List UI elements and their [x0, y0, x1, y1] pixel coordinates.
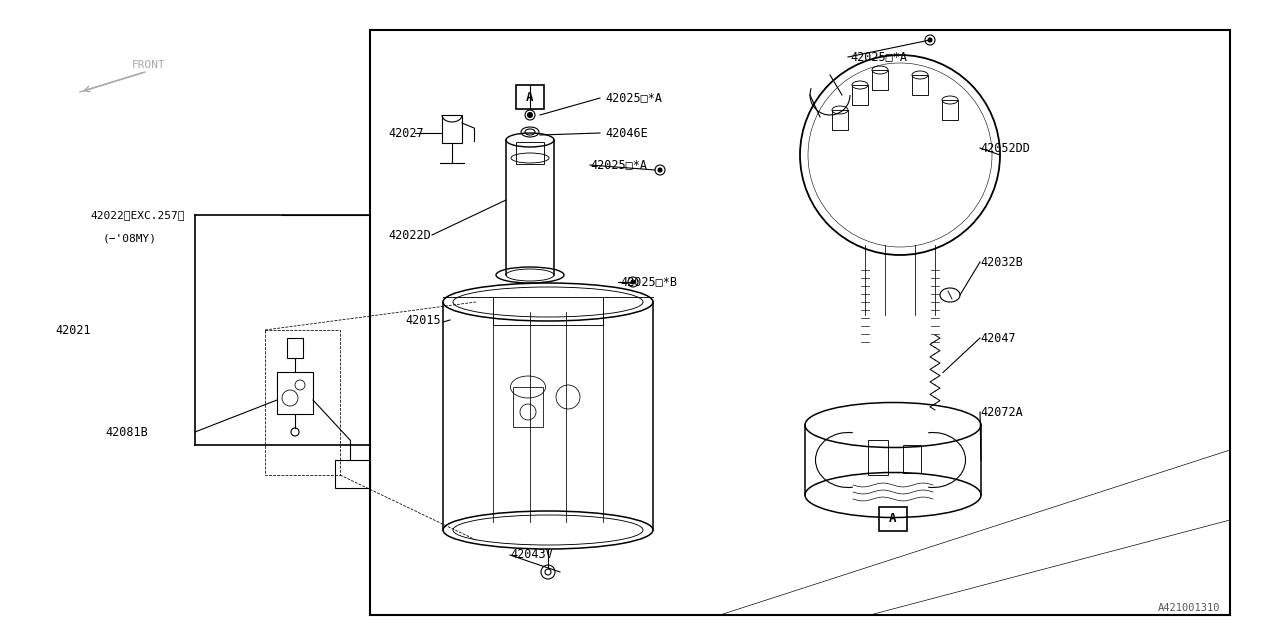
Text: 42047: 42047 — [980, 332, 1015, 344]
Bar — [265, 330, 340, 475]
Text: 42015: 42015 — [404, 314, 440, 326]
Circle shape — [658, 168, 662, 172]
Text: 42052DD: 42052DD — [980, 141, 1030, 154]
Text: 42043V: 42043V — [509, 548, 553, 561]
Text: 42025□*A: 42025□*A — [605, 92, 662, 104]
Text: 42021: 42021 — [55, 323, 91, 337]
Text: A: A — [890, 513, 897, 525]
Circle shape — [527, 113, 532, 118]
Text: 42032B: 42032B — [980, 255, 1023, 269]
Bar — [902, 445, 922, 473]
Text: 42025□*A: 42025□*A — [590, 159, 646, 172]
Text: 42022〈EXC.257〉: 42022〈EXC.257〉 — [90, 210, 184, 220]
Bar — [913, 75, 928, 95]
Bar — [276, 372, 314, 414]
Text: (−'08MY): (−'08MY) — [102, 233, 157, 243]
Text: A: A — [526, 90, 534, 104]
Bar — [513, 387, 543, 427]
Text: 42027: 42027 — [388, 127, 424, 140]
Bar — [442, 115, 462, 143]
Bar — [872, 70, 888, 90]
Text: 42081B: 42081B — [105, 426, 147, 438]
Bar — [516, 142, 544, 164]
Text: 42046E: 42046E — [605, 127, 648, 140]
Bar — [852, 85, 868, 105]
Bar — [942, 100, 957, 120]
Bar — [832, 110, 849, 130]
Text: A421001310: A421001310 — [1157, 603, 1220, 613]
Bar — [287, 338, 303, 358]
Text: 42025□*A: 42025□*A — [850, 51, 908, 63]
Bar — [516, 85, 544, 109]
Bar — [879, 507, 908, 531]
Text: FRONT: FRONT — [132, 60, 165, 70]
Circle shape — [631, 280, 635, 284]
Circle shape — [928, 38, 932, 42]
Text: 42072A: 42072A — [980, 406, 1023, 419]
Text: 42022D: 42022D — [388, 228, 431, 241]
Bar — [370, 30, 1230, 615]
Bar — [493, 297, 603, 325]
Bar — [868, 440, 888, 475]
Text: 42025□*B: 42025□*B — [620, 275, 677, 289]
Bar — [335, 460, 370, 488]
